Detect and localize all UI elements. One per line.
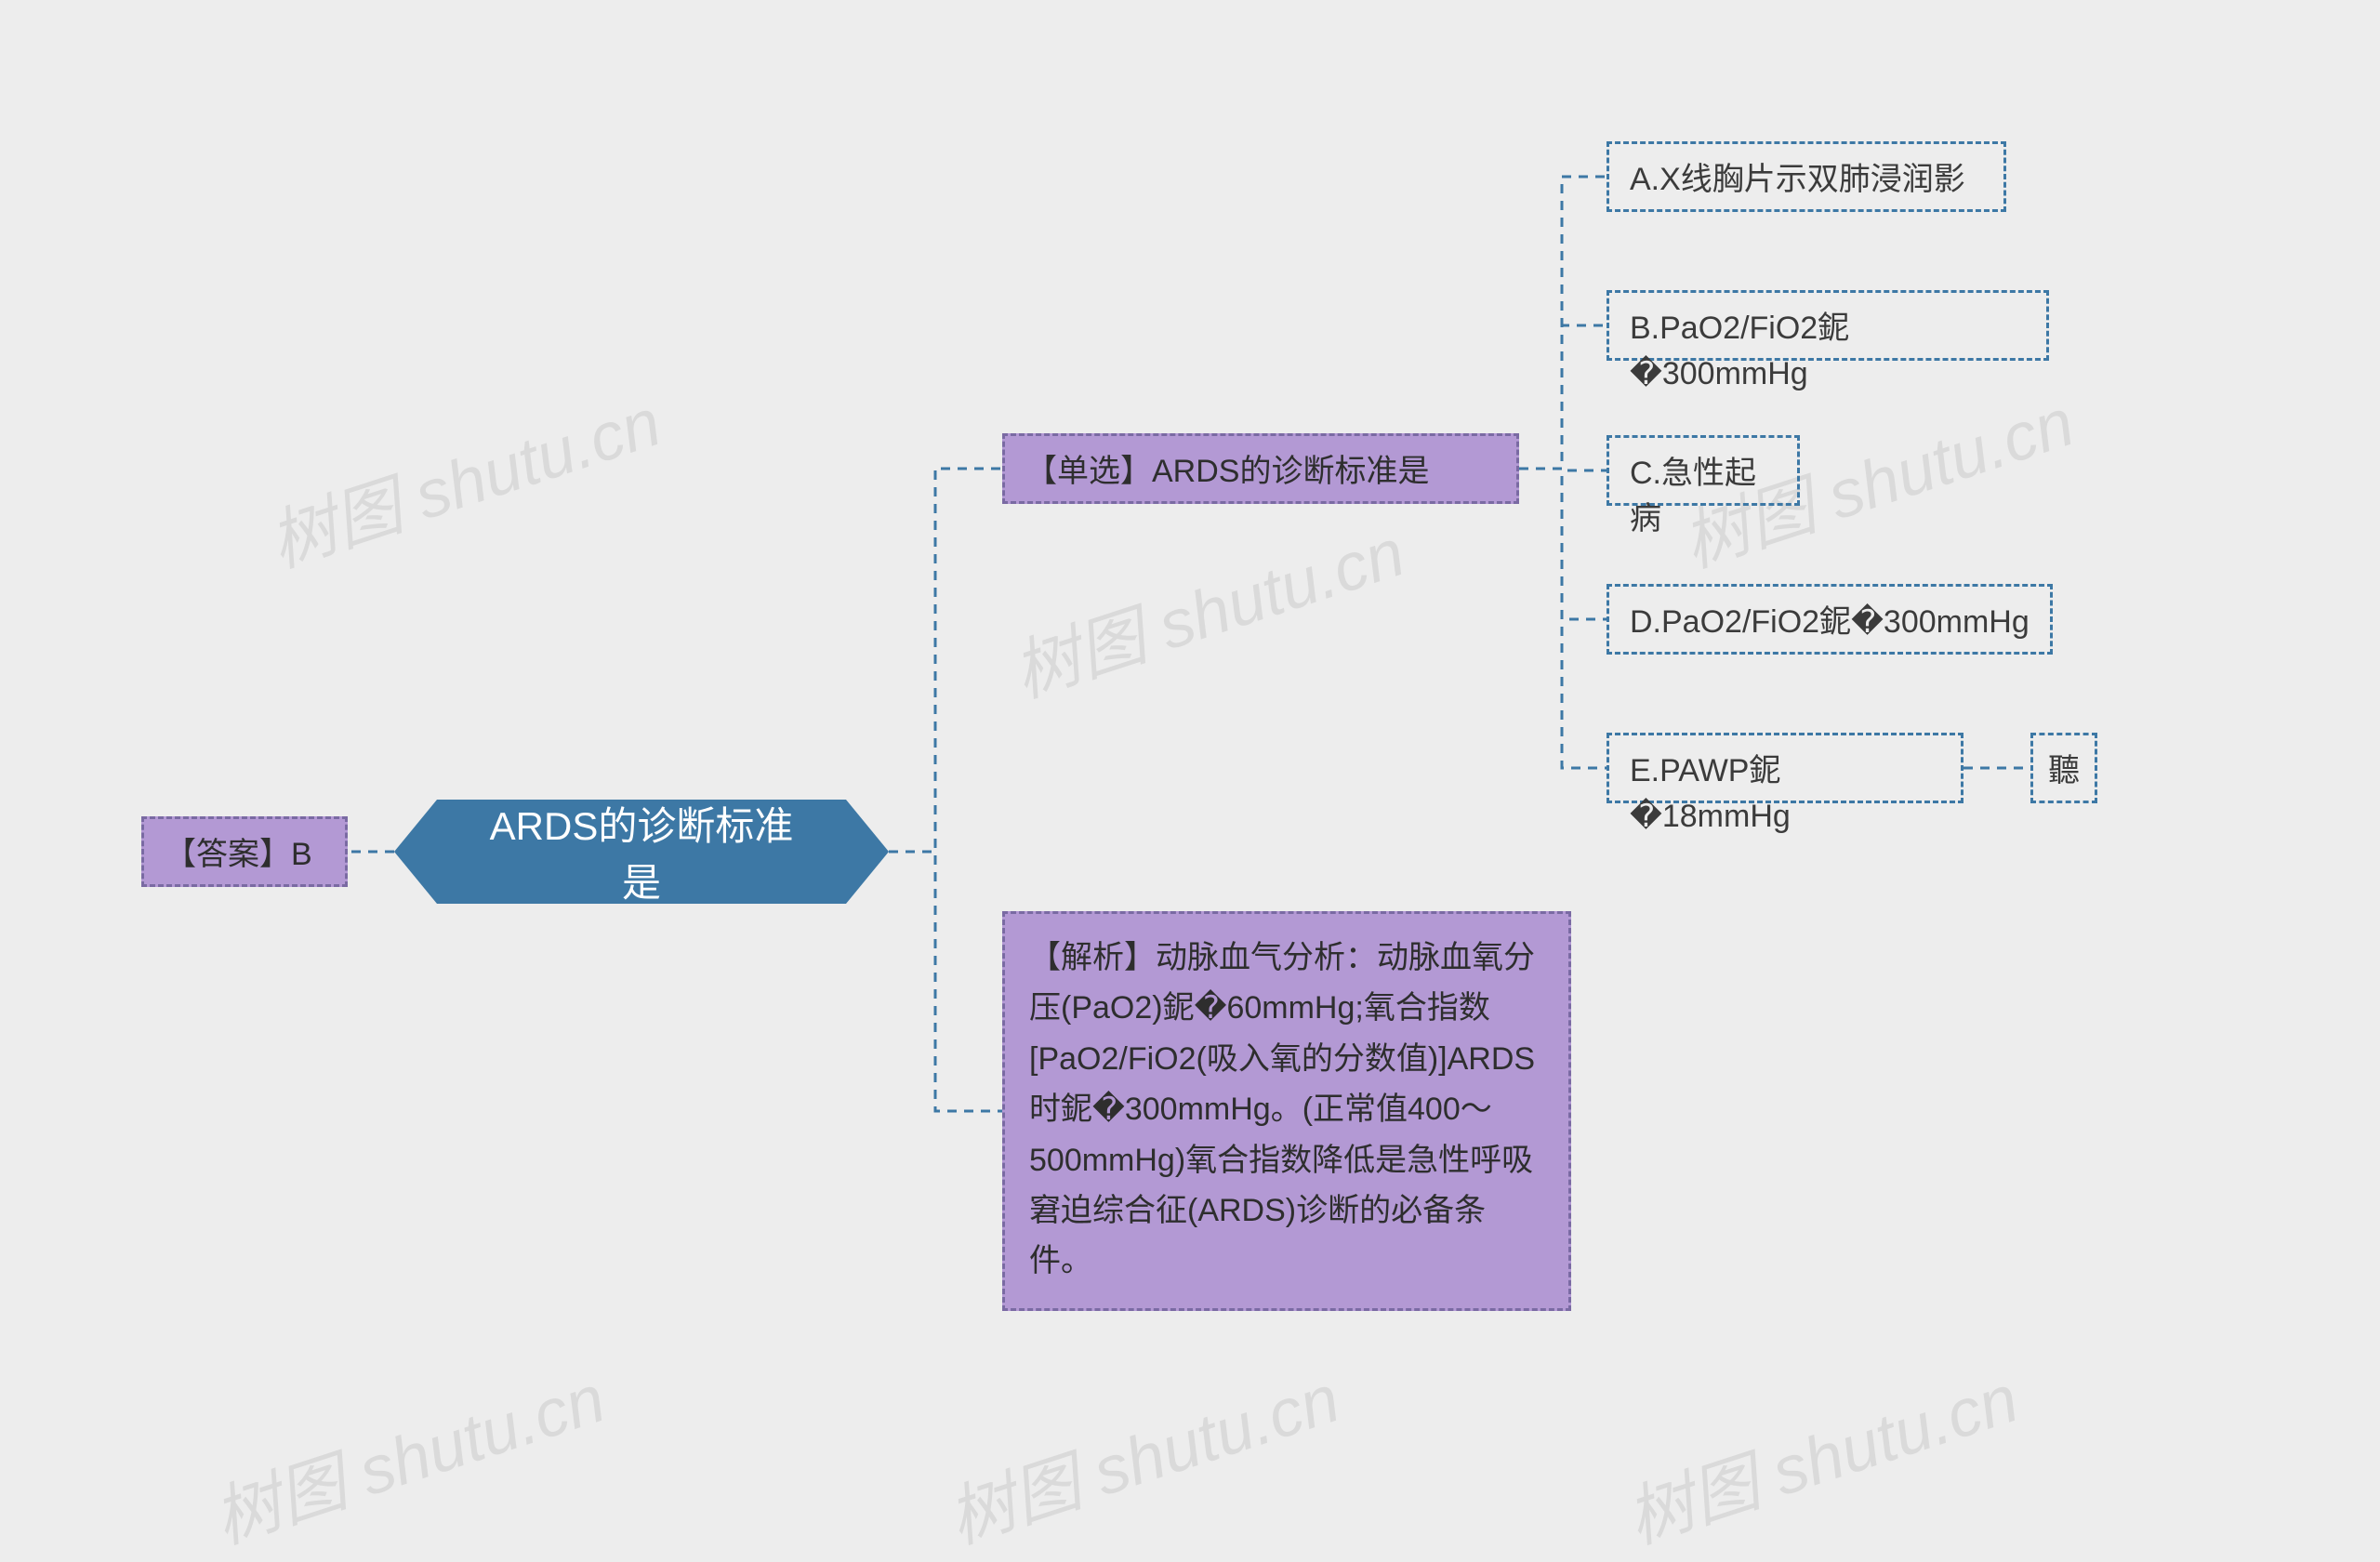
connector (889, 469, 1002, 852)
option-d-node[interactable]: D.PaO2/FiO2鈮�300mmHg (1606, 584, 2053, 655)
option-b-node[interactable]: B.PaO2/FiO2鈮�300mmHg (1606, 290, 2049, 361)
watermark: 树图 shutu.cn (998, 497, 1414, 716)
watermark: 树图 shutu.cn (255, 367, 670, 586)
option-e-label: E.PAWP鈮�18mmHg (1630, 753, 1791, 834)
option-a-node[interactable]: A.X线胸片示双肺浸润影 (1606, 141, 2006, 212)
analysis-label: 【解析】动脉血气分析：动脉血氧分压(PaO2)鈮�60mmHg;氧合指数[PaO… (1029, 940, 1535, 1278)
watermark: 树图 shutu.cn (199, 1344, 615, 1562)
option-c-node[interactable]: C.急性起病 (1606, 435, 1800, 506)
watermark: 树图 shutu.cn (933, 1344, 1349, 1562)
option-e-node[interactable]: E.PAWP鈮�18mmHg (1606, 733, 1964, 803)
option-b-label: B.PaO2/FiO2鈮�300mmHg (1630, 311, 1849, 391)
option-e-child-label: 聽 (2048, 753, 2080, 788)
root-label: ARDS的诊断标准是 (478, 795, 805, 908)
connector (1519, 469, 1606, 470)
question-node[interactable]: 【单选】ARDS的诊断标准是 (1002, 433, 1519, 504)
option-c-label: C.急性起病 (1630, 456, 1756, 536)
option-e-child-node[interactable]: 聽 (2030, 733, 2097, 803)
connector (1519, 325, 1606, 469)
connector (1519, 469, 1606, 768)
answer-node[interactable]: 【答案】B (141, 816, 348, 887)
root-node[interactable]: ARDS的诊断标准是 (437, 800, 846, 904)
question-label: 【单选】ARDS的诊断标准是 (1025, 454, 1429, 489)
connector (1519, 469, 1606, 619)
answer-label: 【答案】B (165, 837, 312, 872)
watermark: 树图 shutu.cn (1612, 1344, 2028, 1562)
option-d-label: D.PaO2/FiO2鈮�300mmHg (1630, 604, 2030, 640)
option-a-label: A.X线胸片示双肺浸润影 (1630, 162, 1965, 197)
connector (1519, 177, 1606, 469)
connector (889, 852, 1002, 1111)
analysis-node[interactable]: 【解析】动脉血气分析：动脉血氧分压(PaO2)鈮�60mmHg;氧合指数[PaO… (1002, 911, 1571, 1311)
